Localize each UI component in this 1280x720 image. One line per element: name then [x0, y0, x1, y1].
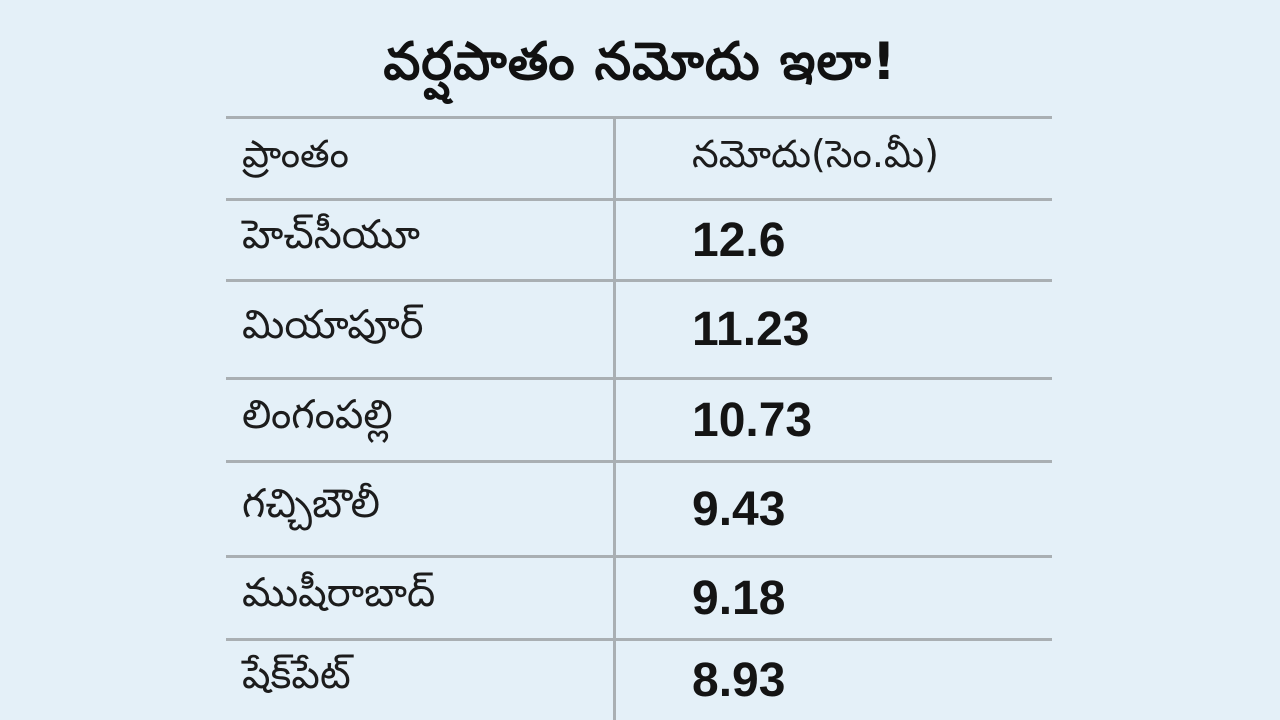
- area-name: హెచ్‌సీయూ: [242, 212, 420, 258]
- rainfall-value: 12.6: [692, 213, 786, 267]
- table-rule: [226, 198, 1052, 201]
- rainfall-value: 11.23: [692, 303, 810, 356]
- header-area: ప్రాంతం: [242, 131, 349, 176]
- area-name: ముషీరాబాద్‌: [242, 570, 436, 616]
- table-rule: [226, 279, 1052, 282]
- table-rule: [226, 555, 1052, 558]
- rainfall-value: 9.43: [692, 482, 786, 536]
- rainfall-value: 10.73: [692, 393, 813, 447]
- page-title: వర్షపాతం నమోదు ఇలా!: [383, 32, 897, 92]
- column-divider: [613, 116, 616, 720]
- table-rule: [226, 116, 1052, 119]
- rainfall-value: 9.18: [692, 571, 786, 625]
- header-value: నమోదు(సెం.మీ): [692, 131, 939, 176]
- table-rule: [226, 377, 1052, 380]
- area-name: మియాపూర్‌: [242, 301, 424, 348]
- area-name: షేక్‌పేట్‌: [242, 652, 351, 698]
- rainfall-value: 8.93: [692, 653, 786, 707]
- table-rule: [226, 460, 1052, 463]
- table-rule: [226, 638, 1052, 641]
- area-name: గచ్చిబౌలీ: [242, 481, 380, 527]
- area-name: లింగంపల్లి: [242, 392, 393, 438]
